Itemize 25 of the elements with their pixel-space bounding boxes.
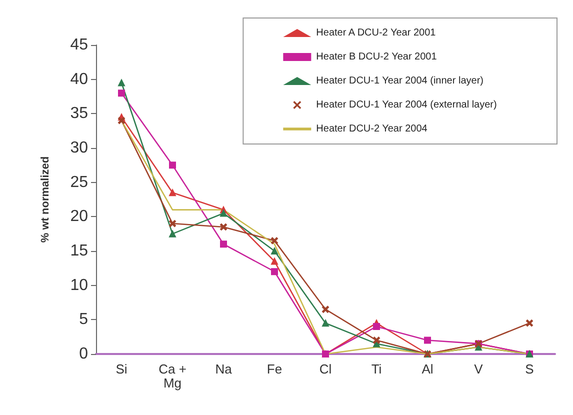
y-tick-label: 15	[70, 242, 88, 260]
y-tick-label: 30	[70, 140, 88, 156]
y-tick-label: 20	[70, 208, 88, 226]
y-tick-label: 35	[70, 105, 88, 122]
x-tick-label: Na	[215, 362, 233, 376]
x-tick-label: V	[474, 362, 484, 376]
x-tick-label: S	[525, 362, 534, 376]
x-tick-label: Ti	[371, 362, 382, 376]
y-tick-label: 5	[79, 311, 88, 328]
x-tick-label: Cl	[319, 362, 332, 376]
legend-label: Heater DCU-1 Year 2004 (external layer)	[316, 100, 497, 110]
y-tick-label: 0	[79, 346, 88, 362]
x-tick-label: Si	[116, 362, 128, 376]
legend-label: Heater B DCU-2 Year 2001	[316, 52, 438, 62]
x-tick-label: Ca + Mg	[158, 362, 186, 390]
legend-label: Heater DCU-1 Year 2004 (inner layer)	[316, 76, 484, 86]
x-tick-label: Al	[422, 362, 434, 376]
legend-label: Heater A DCU-2 Year 2001	[316, 28, 436, 38]
x-tick-label: Fe	[266, 362, 282, 376]
y-tick-label: 25	[70, 174, 88, 191]
y-tick-label: 40	[70, 70, 88, 88]
y-tick-label: 10	[70, 276, 88, 294]
y-axis-title: % wt normalized	[40, 156, 52, 243]
y-tick-label: 45	[70, 36, 88, 54]
legend-label: Heater DCU-2 Year 2004	[316, 124, 428, 134]
